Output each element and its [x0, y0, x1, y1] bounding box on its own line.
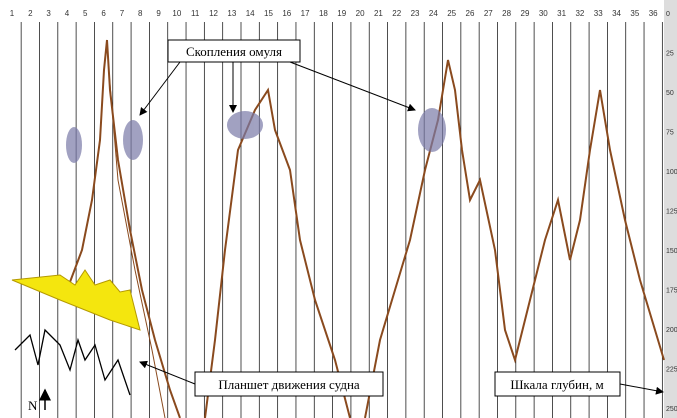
column-number: 20 [356, 9, 365, 18]
column-number: 22 [392, 9, 401, 18]
depth-label: 25 [666, 51, 674, 58]
depth-label: 100 [666, 169, 677, 176]
ship-track [14, 328, 131, 396]
column-number: 17 [301, 9, 310, 18]
track-label: Планшет движения судна [218, 377, 360, 392]
depth-label: 0 [666, 11, 670, 18]
column-number: 16 [282, 9, 291, 18]
column-number: 19 [337, 9, 346, 18]
depth-label: 150 [666, 248, 677, 255]
column-grid: 1 2 3 4 5 6 7 8 9 10 11 12 13 14 15 16 17 18 19 20 21 22 23 24 2… [10, 9, 663, 418]
map [11, 269, 141, 331]
column-number: 7 [120, 9, 125, 18]
column-number: 24 [429, 9, 438, 18]
depth-label: 125 [666, 209, 677, 216]
track-box [194, 371, 384, 397]
column-number: 18 [319, 9, 328, 18]
column-number: 26 [466, 9, 475, 18]
fish-label: Скопления омуля [186, 44, 282, 59]
column-number: 5 [83, 9, 88, 18]
column-number: 2 [28, 9, 33, 18]
column-number: 9 [156, 9, 161, 18]
echo-traces [69, 39, 665, 418]
column-number: 27 [484, 9, 493, 18]
column-number: 33 [594, 9, 603, 18]
north-label: N [28, 398, 38, 413]
column-number: 35 [630, 9, 639, 18]
depth-label: 175 [666, 288, 677, 295]
arrow [139, 61, 181, 116]
depth-label: Шкала глубин, м [510, 377, 603, 392]
column-number: 29 [521, 9, 530, 18]
column-number: 25 [447, 9, 456, 18]
column-number: 4 [65, 9, 70, 18]
column-number: 6 [101, 9, 106, 18]
depth-label: 250 [666, 406, 677, 413]
arrow [619, 383, 664, 395]
fish-box [167, 39, 301, 63]
arrow [289, 61, 416, 112]
column-number: 28 [502, 9, 511, 18]
depth-label: 225 [666, 367, 677, 374]
column-number: 23 [411, 9, 420, 18]
column-number: 11 [191, 9, 200, 18]
column-number: 3 [46, 9, 51, 18]
column-number: 34 [612, 9, 621, 18]
column-number: 14 [246, 9, 255, 18]
depth-label: 75 [666, 130, 674, 137]
column-number: 30 [539, 9, 548, 18]
column-number: 10 [172, 9, 181, 18]
column-number: 31 [557, 9, 566, 18]
column-number: 13 [227, 9, 236, 18]
depth-box [494, 371, 621, 397]
column-number: 15 [264, 9, 273, 18]
column-number: 1 [10, 9, 15, 18]
column-number: 8 [138, 9, 143, 18]
fish-schools [66, 108, 446, 163]
depth-scale: 0 25 50 75 100 125 150 175 200 225 250 [666, 11, 677, 413]
column-number: 36 [649, 9, 658, 18]
arrow [139, 360, 196, 385]
depth-strip [664, 0, 677, 418]
column-number: 12 [209, 9, 218, 18]
depth-label: 200 [666, 327, 677, 334]
column-number: 32 [575, 9, 584, 18]
depth-label: 50 [666, 90, 674, 97]
column-number: 21 [374, 9, 383, 18]
